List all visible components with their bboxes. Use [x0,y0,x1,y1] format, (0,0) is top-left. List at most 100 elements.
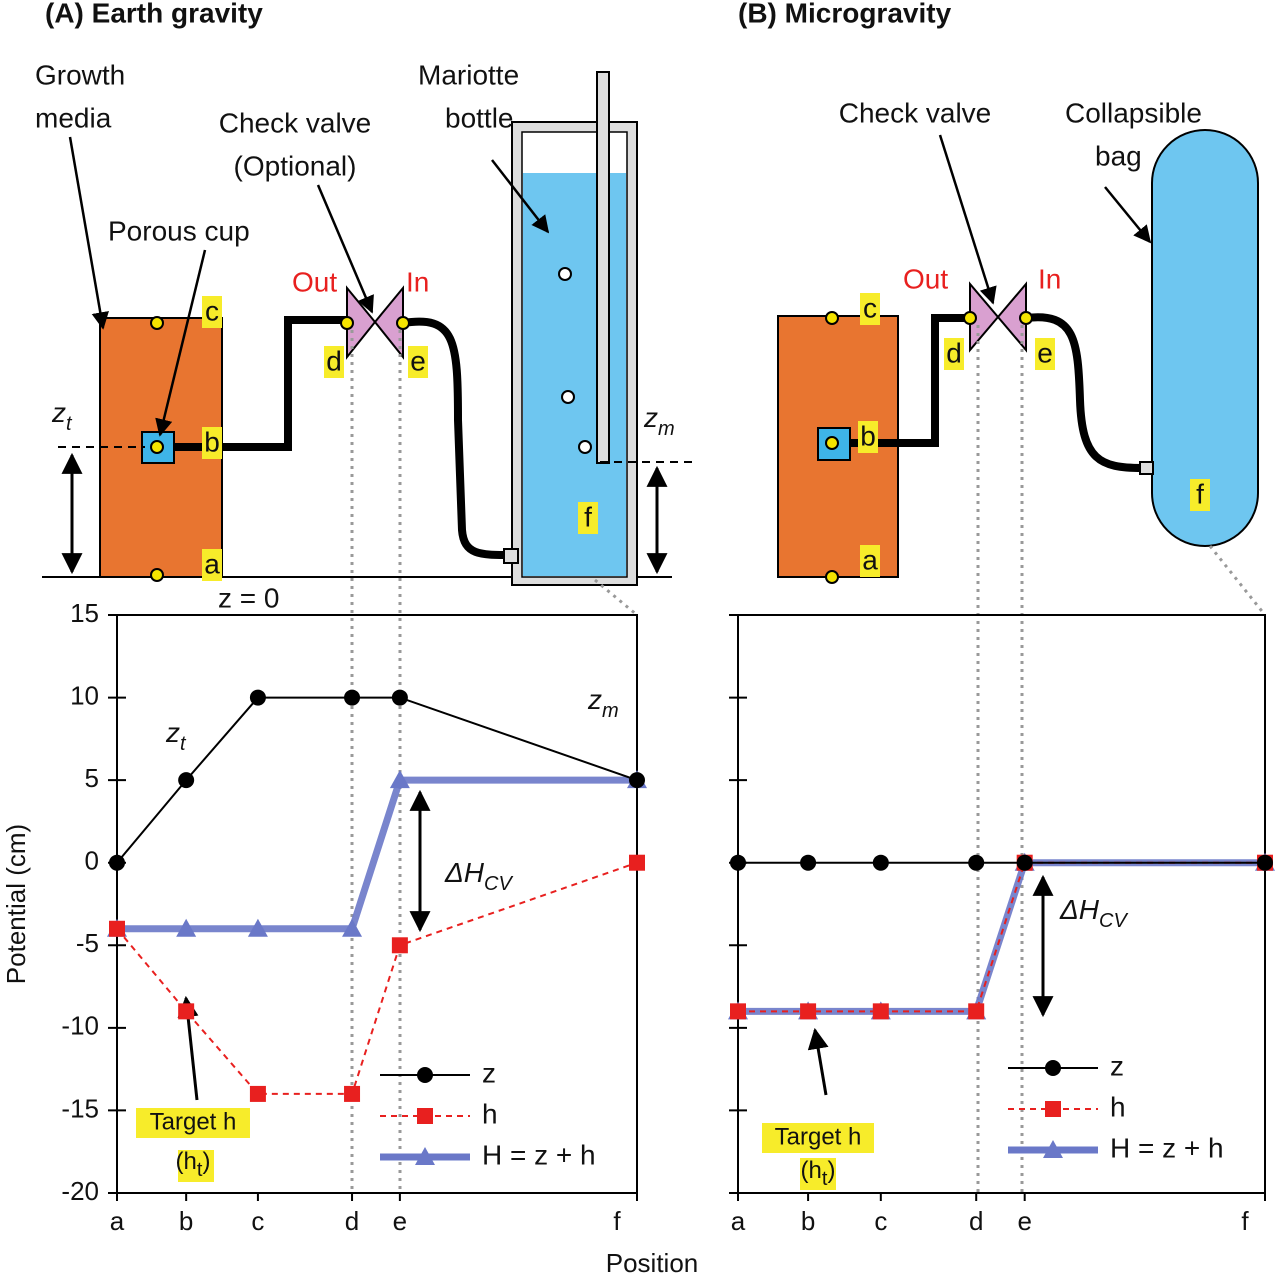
point [249,1085,266,1102]
annotation: Target h [150,1108,237,1135]
bag [1151,129,1259,547]
plot-frame [116,614,638,1194]
x-tick-label: f [613,1206,621,1236]
point [872,1003,889,1020]
point [109,920,125,937]
label: Growth [35,59,125,90]
point [176,918,197,937]
point [389,770,410,789]
ground-label: z = 0 [218,582,279,613]
point [391,937,408,954]
annotations: zt zm ΔHCV Target h (ht) ΔHCV Target h (… [136,684,1128,1190]
legend-label: h [1110,1091,1126,1122]
label-highlight [944,338,964,370]
label-highlight [860,293,880,325]
point [178,772,195,789]
arrow [938,134,997,305]
label-highlight [858,421,878,453]
point [415,1147,435,1165]
annotation: ΔHCV [444,857,513,895]
port [1139,461,1154,475]
panel-title: (A) Earth gravity [45,0,263,28]
point-label: f [584,501,592,532]
highlight [178,1150,214,1182]
point-dot [825,570,839,584]
annotation: Target h [775,1123,862,1150]
x-tick-label: e [1017,1206,1031,1236]
point-dot [150,568,164,582]
diagram-b: (B) Microgravity Check valve Collapsible… [738,0,1259,578]
point [1043,1140,1063,1158]
x-tick-label: d [969,1206,983,1236]
y-tick-label: -10 [61,1011,99,1041]
arrow [1104,186,1152,244]
guide-line [1208,545,1267,616]
point [1045,1060,1061,1076]
x-tick-label: a [110,1206,125,1236]
panel-title: (B) Microgravity [738,0,952,28]
annotation: (ht) [801,1157,836,1190]
point [249,689,266,706]
port [503,548,519,564]
label: Mariotte [418,59,519,90]
point [968,1003,985,1020]
legend-label: z [482,1057,496,1088]
point [344,1085,361,1102]
point [1016,854,1033,871]
out-label: Out [903,263,948,294]
x-tick-label: b [179,1206,193,1236]
point-label: c [863,292,877,323]
point-label: a [862,544,878,575]
arrow [491,159,550,234]
point-label: a [204,548,220,579]
point [247,918,268,937]
point [391,689,408,706]
point [872,854,889,871]
series-line [117,776,637,933]
y-tick-label: 10 [70,680,99,710]
label-highlight [202,427,222,459]
label-highlight [578,502,598,534]
label-highlight [202,549,222,581]
arrow [807,1027,829,1096]
label-highlight [1190,479,1210,511]
guides [350,325,1267,1193]
z-t-label: zt [51,397,73,435]
guide-line [594,578,638,617]
in-label: In [406,266,429,297]
point-label: e [1037,337,1053,368]
tube [1025,313,1143,472]
point [178,1003,195,1020]
point-label: b [860,420,876,451]
series-line [116,861,638,1095]
point-label: f [1196,478,1204,509]
point [968,854,985,871]
in-label: In [1038,263,1061,294]
label-highlight [408,346,428,378]
point-dot [825,311,839,325]
bubble [558,267,572,281]
point [417,1067,433,1083]
y-tick-label: -15 [61,1093,99,1123]
point-label: d [326,345,342,376]
y-tick-label: -5 [76,928,99,958]
arrow [68,136,109,330]
water [523,173,626,576]
point [730,1003,746,1020]
series-line [738,859,1265,1015]
point [629,772,645,789]
x-tick-label: d [345,1206,359,1236]
point-dot [396,316,410,330]
point-label: e [410,345,426,376]
point [629,854,645,871]
out-label: Out [292,266,337,297]
label: Collapsible [1065,97,1202,128]
legend-label: z [1110,1050,1124,1081]
tube [402,317,511,559]
label: bottle [445,102,514,133]
tube [174,316,347,451]
point [1045,1101,1061,1117]
legend-label: H = z + h [482,1139,596,1170]
plot-frame [737,614,1266,1194]
